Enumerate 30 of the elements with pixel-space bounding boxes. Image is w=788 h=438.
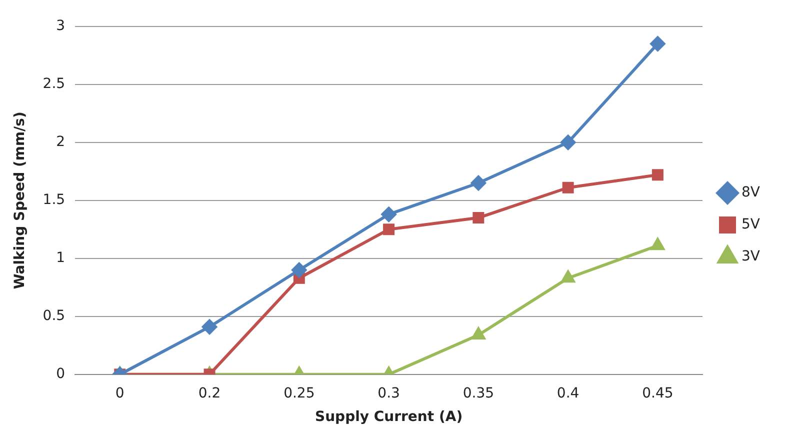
x-tick-label: 0.2: [198, 385, 221, 402]
point: [472, 212, 484, 224]
y-axis-title: Walking Speed (mm/s): [12, 112, 28, 290]
y-tick-label: 2: [56, 134, 66, 150]
point: [381, 206, 396, 222]
x-tick-label: 0: [115, 385, 124, 402]
x-tick-label: 0.25: [284, 385, 315, 402]
y-tick-label: 1.5: [42, 192, 66, 208]
point: [383, 224, 395, 236]
y-tick-label: 2.5: [42, 76, 66, 92]
point: [472, 327, 486, 340]
y-tick-label: 0.5: [42, 308, 66, 324]
point: [651, 238, 664, 250]
point: [470, 176, 486, 190]
x-tick-label: 0.4: [556, 385, 580, 402]
x-tick-label: 0.3: [378, 385, 400, 402]
point: [561, 270, 575, 283]
x-tick-label: 0.35: [462, 385, 494, 402]
y-tick-label: 1: [56, 250, 66, 266]
legend-label: 8V: [742, 184, 760, 201]
x-tick-label: 0.45: [642, 385, 674, 402]
point: [652, 169, 664, 181]
legend-label: 3V: [742, 248, 760, 265]
y-tick-label: 0: [56, 366, 66, 382]
x-axis-title: Supply Current (A): [314, 409, 463, 426]
legend-label: 5V: [742, 216, 760, 233]
point: [292, 262, 307, 278]
point: [560, 134, 576, 150]
point: [562, 182, 574, 194]
y-tick-label: 3: [56, 18, 66, 34]
